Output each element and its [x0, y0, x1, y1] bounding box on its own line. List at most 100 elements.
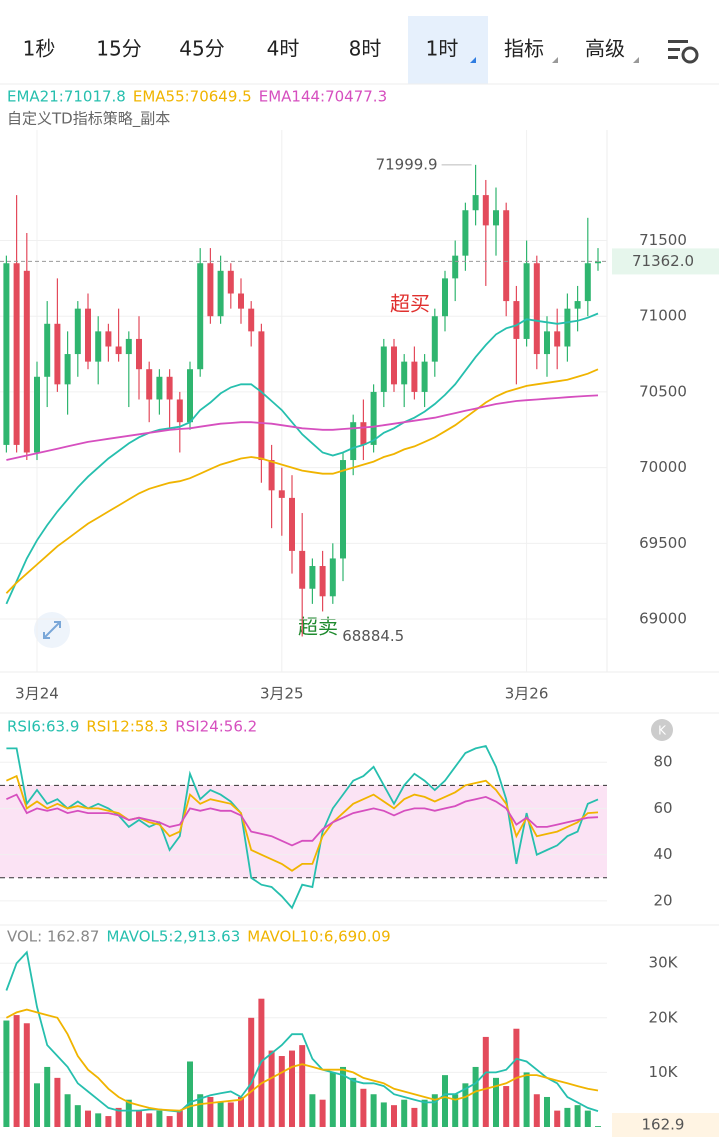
y-tick-label: 20K [649, 1008, 679, 1026]
candle-body [23, 270, 30, 453]
volume-bar [360, 1088, 367, 1127]
tab[interactable]: 1秒 [23, 37, 56, 61]
y-tick-label: 10K [649, 1063, 679, 1081]
volume-bar [319, 1099, 326, 1127]
y-tick-label: 71000 [639, 307, 687, 325]
volume-bar [574, 1105, 581, 1127]
volume-bar [197, 1094, 204, 1127]
volume-bar [207, 1096, 214, 1127]
y-tick-label: 69500 [639, 534, 687, 552]
volume-bar [370, 1094, 377, 1127]
high-marker: 71999.9 [376, 155, 438, 173]
last-price-label: 71362.0 [632, 252, 694, 270]
y-tick-label: 80 [653, 753, 672, 771]
volume-bar [472, 1066, 479, 1127]
tab[interactable]: 4时 [267, 37, 300, 61]
candle-body [207, 263, 214, 317]
last-price-box [612, 248, 719, 275]
volume-bar [187, 1061, 193, 1127]
candle-body [85, 308, 91, 362]
indicator-line [6, 744, 599, 910]
volume-bar [74, 1105, 81, 1127]
candle-body [74, 308, 81, 355]
x-tick-label: 3月24 [15, 685, 59, 703]
volume-bar [166, 1116, 173, 1127]
candle-body [44, 323, 51, 377]
settings-icon[interactable] [668, 40, 699, 64]
candle-body [380, 346, 387, 392]
volume-bar [54, 1077, 61, 1127]
annotation: 超卖 [298, 615, 338, 639]
indicator-line [5, 1008, 599, 1112]
y-tick-label: 69000 [639, 610, 687, 628]
tab[interactable]: 15分 [96, 37, 141, 61]
volume-bar [329, 1072, 336, 1127]
candle-body [503, 210, 510, 302]
tab[interactable]: 1时 [426, 37, 459, 61]
volume-bar [533, 1094, 540, 1127]
indicator-toggle[interactable]: K [651, 719, 673, 741]
volume-bar [391, 1105, 397, 1127]
volume-bar [64, 1094, 71, 1127]
legend-item: RSI12:58.3 [86, 718, 168, 736]
volume-bar [115, 1107, 122, 1127]
candle-body [350, 422, 357, 461]
candle-body [472, 195, 479, 211]
candle-body [574, 301, 581, 309]
candle-body [299, 550, 306, 589]
volume-bar [278, 1056, 285, 1127]
candle-body [523, 263, 530, 339]
candle-body [595, 261, 601, 264]
candle-body [554, 331, 561, 347]
volume-bar [85, 1110, 91, 1127]
indicator-line [5, 312, 599, 605]
tab[interactable]: 8时 [349, 37, 382, 61]
candle-body [329, 558, 336, 597]
candle-body [197, 263, 204, 370]
volume-bar [44, 1066, 51, 1127]
indicator-line [6, 774, 599, 872]
volume-bar [564, 1107, 571, 1127]
volume-bar [380, 1102, 387, 1127]
candle-body [360, 422, 367, 445]
volume-bar [289, 1050, 295, 1127]
volume-bar [146, 1113, 153, 1127]
y-tick-label: 70000 [639, 458, 687, 476]
tab[interactable]: 指标 [504, 37, 544, 61]
candle-body [258, 331, 265, 461]
volume-bar [95, 1113, 102, 1127]
tab[interactable]: 高级 [585, 37, 625, 61]
volume-bar [268, 1050, 275, 1127]
y-tick-label: 71500 [639, 231, 687, 249]
candle-body [442, 278, 448, 317]
y-tick-label: 60 [653, 799, 672, 817]
tab[interactable]: 45分 [179, 37, 224, 61]
candle-body [3, 263, 10, 445]
candle-body [391, 346, 397, 385]
candle-body [431, 316, 438, 362]
candle-body [462, 210, 469, 256]
candle-body [421, 361, 428, 392]
expand-button[interactable] [34, 612, 70, 648]
legend-item: RSI24:56.2 [175, 718, 257, 736]
x-tick-label: 3月25 [260, 685, 304, 703]
volume-bar [595, 1126, 601, 1127]
volume-bar [248, 1017, 255, 1127]
volume-bar [554, 1110, 561, 1127]
y-tick-label: 40 [653, 845, 672, 863]
volume-bar [136, 1110, 142, 1127]
strategy-label: 自定义TD指标策略_副本 [7, 110, 170, 129]
candle-body [95, 331, 102, 362]
candle-body [136, 338, 142, 370]
volume-bar [411, 1107, 418, 1127]
volume-bar [309, 1094, 316, 1127]
dropdown-caret [633, 57, 639, 63]
expand-icon [43, 621, 61, 639]
candle-body [34, 376, 40, 453]
legend-item: MAVOL10:6,690.09 [247, 928, 390, 946]
candle-body [278, 490, 285, 498]
volume-bar [238, 1096, 244, 1127]
candle-body [268, 460, 275, 491]
candle-body [115, 346, 122, 355]
